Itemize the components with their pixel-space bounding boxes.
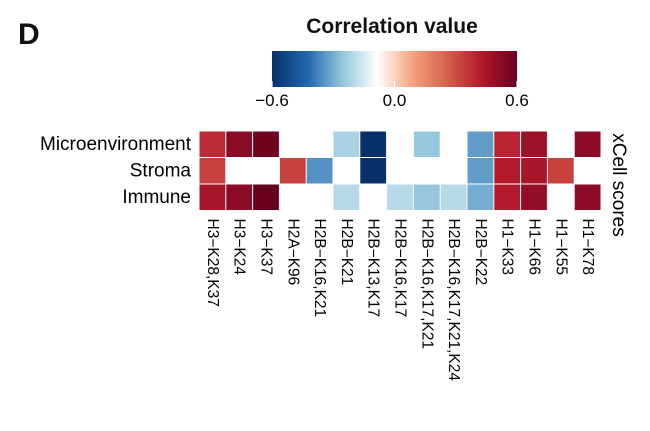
heatmap-cell [574, 184, 602, 211]
heatmap-cell [333, 131, 361, 158]
row-label: Stroma [130, 160, 192, 181]
column-label: H1−K78 [579, 219, 596, 275]
heatmap-cell [225, 184, 253, 211]
column-label: H1−K33 [499, 219, 516, 275]
column-labels: H3−K28,K37 H3−K24 H3−K37 H2A−K96 H2B−K16,K21… [204, 219, 596, 382]
heatmap-cell [413, 131, 441, 158]
heatmap-cell [199, 131, 227, 158]
heatmap-cell [225, 131, 253, 158]
heatmap-cell [440, 184, 468, 211]
heatmap-cell [467, 184, 495, 211]
legend-title: Correlation value [306, 15, 478, 38]
row-label: Microenvironment [40, 134, 192, 155]
column-label: H2B−K22 [472, 219, 489, 286]
heatmap-cell [359, 157, 387, 185]
side-label: xCell scores [608, 133, 629, 236]
heatmap-cell [547, 157, 575, 185]
heatmap-cell [467, 131, 495, 158]
heatmap-cell [493, 184, 521, 211]
heatmap-cell [306, 157, 334, 185]
heatmap-cell [520, 157, 548, 185]
column-label: H2B−K16,K17,K21 [418, 219, 435, 350]
heatmap-cell [252, 131, 280, 158]
column-label: H1−K55 [552, 219, 569, 275]
panel-letter: D [18, 18, 40, 51]
color-legend: −0.6 0.0 0.6 [255, 51, 529, 110]
heatmap-cell [359, 131, 387, 158]
heatmap-cell [333, 184, 361, 211]
column-label: H2A−K96 [284, 219, 301, 286]
heatmap-cell [467, 157, 495, 185]
heatmap-cell [520, 131, 548, 158]
heatmap-cell [279, 157, 307, 185]
heatmap-cell [386, 184, 414, 211]
column-label: H3−K37 [258, 219, 275, 275]
heatmap-cell [493, 157, 521, 185]
column-label: H2B−K16,K17 [392, 219, 409, 318]
heatmap-cell [252, 184, 280, 211]
column-label: H2B−K13,K17 [365, 219, 382, 318]
heatmap-cell [574, 131, 602, 158]
heatmap-cell [199, 157, 227, 185]
heatmap-cell [413, 184, 441, 211]
heatmap-cell [493, 131, 521, 158]
column-label: H2B−K16,K21 [311, 219, 328, 318]
column-label: H2B−K21 [338, 219, 355, 286]
legend-tick-label: 0.0 [383, 91, 407, 110]
legend-tick-label: 0.6 [505, 91, 529, 110]
legend-tick-label: −0.6 [255, 91, 289, 110]
column-label: H3−K24 [231, 219, 248, 276]
heatmap-cells [198, 130, 602, 211]
row-labels: Microenvironment Stroma Immune [40, 134, 192, 208]
column-label: H2B−K16,K17,K21,K24 [445, 219, 462, 382]
heatmap-cell [199, 184, 227, 211]
column-label: H1−K66 [526, 219, 543, 275]
row-label: Immune [122, 187, 191, 208]
column-label: H3−K28,K37 [204, 219, 221, 307]
heatmap-cell [520, 184, 548, 211]
